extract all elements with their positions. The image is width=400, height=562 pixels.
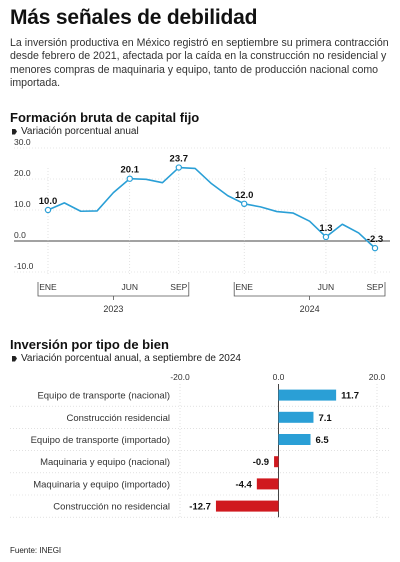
legend-marker-icon [12, 355, 17, 362]
line-chart: 30.0 20.0 10.0 0.0 -10.0 ENE JUN SEP ENE JUN SEP 20… [14, 137, 390, 314]
legend-marker-icon [12, 128, 17, 135]
bar-value-label: -0.9 [253, 457, 269, 468]
category-label: Equipo de transporte (importado) [31, 435, 170, 446]
bar [278, 389, 337, 401]
bar-value-label: -12.7 [189, 502, 211, 513]
data-point [175, 164, 182, 171]
page-title: Más señales de debilidad [10, 6, 258, 29]
y-tick-label: 0.0 [14, 230, 26, 240]
data-label: 10.0 [39, 196, 58, 207]
year-label: 2023 [103, 304, 123, 314]
bar [215, 500, 279, 512]
y-tick-label: 10.0 [14, 199, 31, 209]
intro-paragraph: La inversión productiva en México regist… [10, 37, 389, 90]
bar [274, 456, 279, 468]
data-label: 23.7 [170, 154, 189, 165]
data-point [240, 200, 248, 208]
line-chart-legend-label: Variación porcentual anual [21, 126, 139, 137]
x-tick-label: SEP [366, 282, 383, 292]
data-label: 1.3 [319, 223, 332, 234]
bar [256, 478, 279, 490]
year-label: 2024 [300, 304, 320, 314]
bar-value-label: -4.4 [235, 479, 252, 490]
data-label: 12.0 [235, 190, 254, 201]
bar-value-label: 11.7 [341, 391, 359, 402]
bar [278, 411, 314, 423]
data-point [322, 233, 330, 241]
data-point [126, 175, 133, 182]
bar-value-label: 7.1 [318, 413, 332, 424]
line-chart-legend: Variación porcentual anual [12, 126, 139, 137]
bar-chart: -20.0 0.0 20.0 Equipo de transporte (nacion… [10, 372, 390, 518]
series-line [47, 166, 376, 249]
y-tick-label: -10.0 [14, 261, 34, 271]
x-tick-label: ENE [235, 282, 253, 292]
bar-chart-legend: Variación porcentual anual, a septiembre… [12, 353, 241, 364]
year-bracket [233, 282, 386, 297]
y-tick-label: 20.0 [14, 168, 31, 178]
data-label: -2.3 [367, 234, 383, 245]
x-tick-label: ENE [39, 282, 57, 292]
bar-value-label: 6.5 [316, 435, 330, 446]
category-label: Construcción residencial [67, 413, 171, 424]
category-label: Equipo de transporte (nacional) [37, 391, 170, 402]
x-tick-label: 0.0 [273, 372, 285, 382]
category-label: Construcción no residencial [53, 502, 170, 513]
line-chart-title: Formación bruta de capital fijo [10, 110, 200, 125]
bar-chart-title: Inversión por tipo de bien [10, 337, 169, 352]
x-tick-label: SEP [170, 282, 187, 292]
source-note: Fuente: INEGI [10, 546, 62, 555]
bar-chart-legend-label: Variación porcentual anual, a septiembre… [21, 353, 241, 364]
bar [278, 434, 311, 445]
category-label: Maquinaria y equipo (importado) [33, 479, 170, 490]
data-point [371, 244, 379, 252]
category-label: Maquinaria y equipo (nacional) [40, 457, 170, 468]
y-tick-label: 30.0 [14, 137, 31, 147]
x-tick-label: JUN [318, 282, 335, 292]
x-tick-label: 20.0 [369, 372, 386, 382]
data-label: 20.1 [121, 165, 140, 176]
x-tick-label: -20.0 [170, 372, 190, 382]
year-bracket [37, 282, 190, 297]
x-tick-label: JUN [121, 282, 138, 292]
data-point [44, 206, 52, 214]
